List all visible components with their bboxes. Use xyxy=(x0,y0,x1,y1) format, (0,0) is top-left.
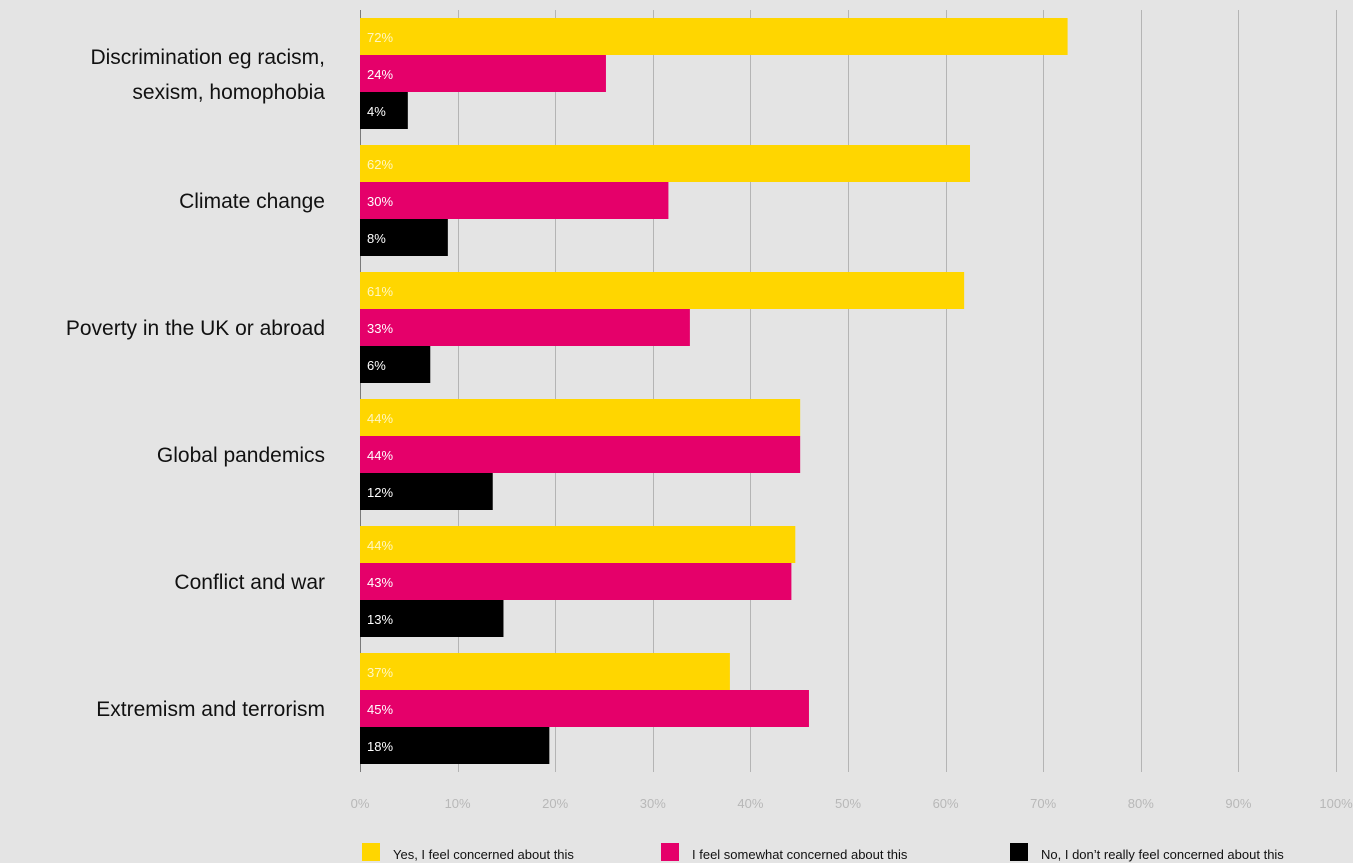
bar-2 xyxy=(360,92,408,129)
gridlines xyxy=(360,10,1337,772)
bar-value-label: 61% xyxy=(367,284,393,299)
category-label: Poverty in the UK or abroad xyxy=(66,317,325,340)
x-tick-label: 90% xyxy=(1225,796,1251,811)
category-label-line: Climate change xyxy=(179,190,325,213)
legend: Yes, I feel concerned about this I feel s… xyxy=(362,843,1284,862)
category-label-line: Global pandemics xyxy=(157,444,325,467)
bar-value-label: 30% xyxy=(367,194,393,209)
bar-value-label: 33% xyxy=(367,321,393,336)
x-tick-label: 100% xyxy=(1319,796,1353,811)
bar-value-label: 43% xyxy=(367,575,393,590)
legend-label: I feel somewhat concerned about this xyxy=(692,847,908,862)
x-tick-label: 10% xyxy=(445,796,471,811)
bar-value-label: 12% xyxy=(367,485,393,500)
x-tick-label: 0% xyxy=(351,796,370,811)
x-tick-label: 60% xyxy=(933,796,959,811)
bar-2 xyxy=(360,600,504,637)
bar-0 xyxy=(360,653,730,690)
legend-label: No, I don’t really feel concerned about … xyxy=(1041,847,1284,862)
bar-value-label: 18% xyxy=(367,739,393,754)
bar-1 xyxy=(360,436,801,473)
bar-value-label: 44% xyxy=(367,448,393,463)
legend-swatch xyxy=(1010,843,1028,861)
category-label-line: Discrimination eg racism, xyxy=(90,46,325,69)
category-label: Conflict and war xyxy=(174,571,325,594)
bar-2 xyxy=(360,473,493,510)
category-label: Discrimination eg racism, sexism, homopho… xyxy=(90,46,325,104)
bar-value-label: 24% xyxy=(367,67,393,82)
x-tick-label: 50% xyxy=(835,796,861,811)
bar-1 xyxy=(360,690,809,727)
bar-value-label: 45% xyxy=(367,702,393,717)
bar-value-label: 4% xyxy=(367,104,386,119)
legend-label: Yes, I feel concerned about this xyxy=(393,847,574,862)
x-tick-label: 20% xyxy=(542,796,568,811)
category-label-line: Conflict and war xyxy=(174,571,325,594)
bar-value-label: 6% xyxy=(367,358,386,373)
bar-value-label: 72% xyxy=(367,30,393,45)
x-tick-label: 80% xyxy=(1128,796,1154,811)
bar-1 xyxy=(360,309,690,346)
legend-swatch xyxy=(362,843,380,861)
category-label-line: sexism, homophobia xyxy=(132,81,325,104)
category-label: Global pandemics xyxy=(157,444,325,467)
category-label-line: Extremism and terrorism xyxy=(96,698,325,721)
legend-swatch xyxy=(661,843,679,861)
bar-2 xyxy=(360,346,431,383)
category-labels: Discrimination eg racism, sexism, homopho… xyxy=(66,46,325,721)
bar-0 xyxy=(360,272,965,309)
bar-0 xyxy=(360,18,1068,55)
bar-value-label: 44% xyxy=(367,411,393,426)
bar-1 xyxy=(360,182,669,219)
bar-value-label: 44% xyxy=(367,538,393,553)
bar-2 xyxy=(360,219,448,256)
bar-0 xyxy=(360,526,796,563)
bar-value-label: 13% xyxy=(367,612,393,627)
x-tick-label: 30% xyxy=(640,796,666,811)
bar-0 xyxy=(360,145,970,182)
bar-value-label: 37% xyxy=(367,665,393,680)
bar-1 xyxy=(360,55,606,92)
bar-2 xyxy=(360,727,550,764)
bar-1 xyxy=(360,563,792,600)
bars-group: 72% 24% 4% 62% 30% 8% 61% 33% 6% 44% 44% 12% 44% 43% 1… xyxy=(360,18,1068,764)
bar-0 xyxy=(360,399,801,436)
category-label: Climate change xyxy=(179,190,325,213)
category-label: Extremism and terrorism xyxy=(96,698,325,721)
x-tick-label: 70% xyxy=(1030,796,1056,811)
bar-value-label: 62% xyxy=(367,157,393,172)
category-label-line: Poverty in the UK or abroad xyxy=(66,317,325,340)
x-tick-label: 40% xyxy=(737,796,763,811)
bar-value-label: 8% xyxy=(367,231,386,246)
x-axis-tick-labels: 0% 10% 20% 30% 40% 50% 60% 70% 80% 90% 100% xyxy=(351,796,1353,811)
